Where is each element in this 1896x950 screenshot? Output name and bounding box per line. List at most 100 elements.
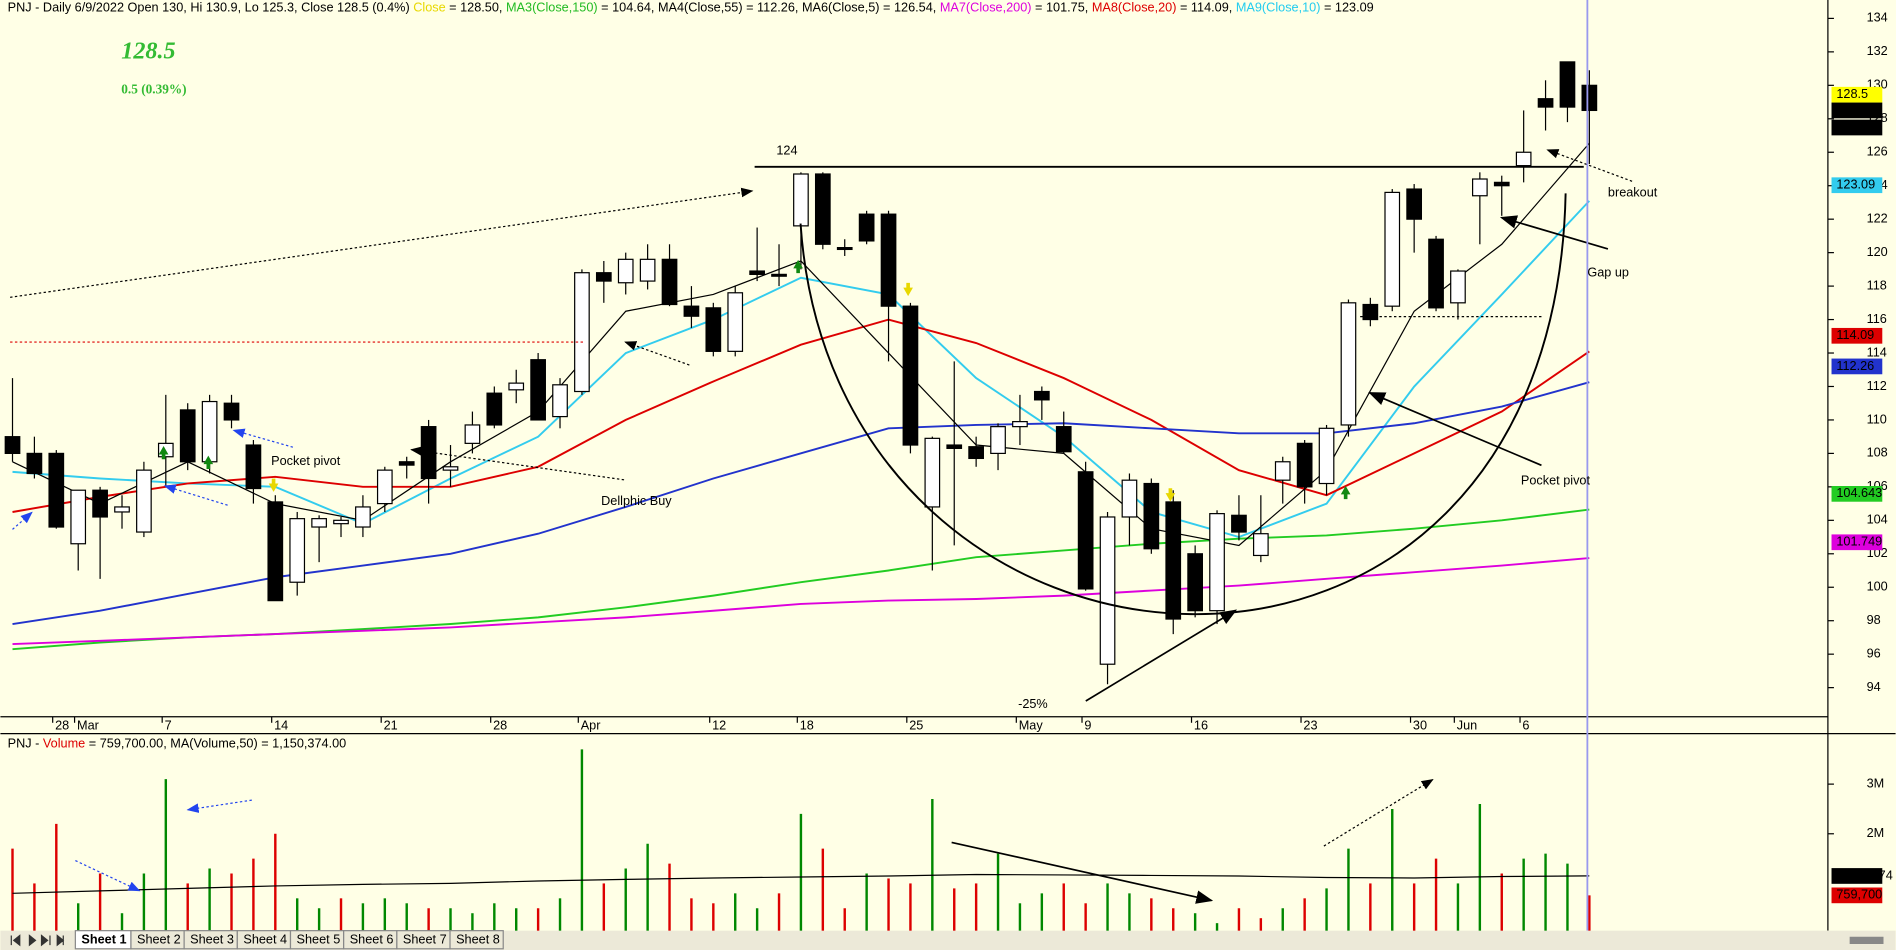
annotation: Dellphic Buy xyxy=(601,494,672,508)
volume-header: PNJ - Volume = 759,700.00, MA(Volume,50)… xyxy=(8,737,347,751)
price-tag-label: 114.09 xyxy=(1836,328,1874,342)
y-tick-label: 2M xyxy=(1867,826,1885,840)
candles xyxy=(4,61,1598,685)
candle-body xyxy=(1559,61,1576,108)
x-tick-label: 6 xyxy=(1522,719,1529,733)
candle-body xyxy=(639,258,656,282)
candle-body xyxy=(26,452,43,475)
signal xyxy=(903,282,913,297)
sheet-tab[interactable] xyxy=(449,930,504,950)
candle-body xyxy=(749,270,765,275)
sheet-tab-label[interactable]: Sheet 4 xyxy=(243,933,287,947)
price-tag xyxy=(1831,358,1883,375)
price-tag-label: 128.5 xyxy=(1836,103,1868,117)
header-segment: = 759,700.00, MA(Volume,50) = 1,150,374.… xyxy=(85,737,346,751)
x-tick-label: 30 xyxy=(1413,719,1427,733)
axes: 9496981001021041061081101121141161181201… xyxy=(52,11,1893,904)
arrow xyxy=(624,341,690,366)
y-tick-label: 134 xyxy=(1867,11,1888,25)
x-tick-label: 16 xyxy=(1194,719,1208,733)
annotation: -25% xyxy=(1018,697,1048,711)
candle-body xyxy=(683,305,700,317)
candle-body xyxy=(924,437,941,508)
drawings xyxy=(10,149,1633,904)
signal xyxy=(268,478,279,492)
x-tick-label: 23 xyxy=(1303,719,1317,733)
sheet-tab-label[interactable]: Sheet 7 xyxy=(403,933,447,947)
candle-body xyxy=(1515,151,1532,167)
price-tag xyxy=(1831,887,1883,904)
x-tick-label: 28 xyxy=(493,719,507,733)
x-tick-label: Mar xyxy=(77,719,100,733)
x-tick-label: 7 xyxy=(165,719,172,733)
y-tick-label: 104 xyxy=(1867,513,1888,527)
candle-body xyxy=(1581,84,1598,112)
sheet-tab-label[interactable]: Sheet 3 xyxy=(190,933,234,947)
candle-body xyxy=(1252,533,1269,557)
header-segment: = 123.09 xyxy=(1320,1,1373,15)
arrow xyxy=(1368,392,1542,467)
candle-body xyxy=(1340,302,1357,426)
annotation: Pocket pivot xyxy=(1521,473,1591,487)
arrow xyxy=(1546,149,1633,182)
header-segment: = 101.75, xyxy=(1032,1,1092,15)
candle-body xyxy=(1209,513,1225,612)
x-tick-label: 12 xyxy=(712,719,726,733)
y-tick-label: 110 xyxy=(1867,412,1887,426)
nav-buttons[interactable] xyxy=(10,934,65,947)
cup-curve xyxy=(799,193,1567,616)
candle-body xyxy=(1099,516,1116,665)
volume-bars xyxy=(11,749,1591,934)
candle-body xyxy=(1471,178,1488,197)
price-tag xyxy=(1831,177,1883,194)
price-tag xyxy=(1831,86,1883,103)
y-tick-label: 100 xyxy=(1867,580,1888,594)
sheet-tab-label[interactable]: Sheet 8 xyxy=(456,933,500,947)
arrow xyxy=(232,428,294,448)
y-tick-label: 114 xyxy=(1867,345,1887,359)
arrow xyxy=(1085,609,1238,702)
header-segment: MA8(Close,20) xyxy=(1092,1,1177,15)
volume-ma xyxy=(12,873,1590,894)
price-tag xyxy=(1831,534,1883,551)
sheet-tab-label[interactable]: Sheet 2 xyxy=(137,933,181,947)
price-tag-label: 101.749 xyxy=(1836,535,1882,549)
header-segment: = 114.09, xyxy=(1176,1,1235,15)
candle-body xyxy=(267,501,284,602)
candle-body xyxy=(902,305,919,446)
candle-body xyxy=(727,292,744,352)
header-segment: MA7(Close,200) xyxy=(940,1,1032,15)
sheet-tab-label[interactable]: Sheet 5 xyxy=(297,933,341,947)
price-tag xyxy=(1831,102,1883,119)
moving-average xyxy=(12,557,1590,646)
candle-body xyxy=(201,400,218,463)
annotation: Gap up xyxy=(1587,266,1629,280)
sheet-tab-label[interactable]: Sheet 6 xyxy=(350,933,394,947)
y-tick-label: 126 xyxy=(1867,145,1888,159)
trend-line xyxy=(10,187,754,298)
price-tag-label: 128.5 xyxy=(1836,87,1868,101)
candle-body xyxy=(1274,461,1291,481)
sheet-tabs: Sheet 1 Sheet 2 Sheet 3 Sheet 4 Sheet 5 Sheet… xyxy=(74,930,504,950)
arrow xyxy=(163,484,228,506)
candle-body xyxy=(1077,471,1094,590)
candle-body xyxy=(486,392,503,426)
arrow xyxy=(951,841,1214,904)
y-tick-label: 96 xyxy=(1867,647,1881,661)
candle-body xyxy=(442,466,459,471)
header-segment: Volume xyxy=(43,737,85,751)
y-tick-label: 108 xyxy=(1867,446,1888,460)
arrow xyxy=(186,799,252,813)
candle-body xyxy=(1143,482,1160,550)
y-tick-label: 132 xyxy=(1867,44,1888,58)
candle-body xyxy=(355,506,371,528)
x-tick-label: 18 xyxy=(800,719,814,733)
candle-body xyxy=(136,469,152,533)
last-price: 128.5 xyxy=(121,38,175,65)
arrow xyxy=(410,446,625,481)
header-segment: = 128.50, xyxy=(446,1,506,15)
arrow xyxy=(1323,778,1434,847)
sheet-tab-label[interactable]: Sheet 1 xyxy=(81,933,126,947)
x-tick-label: May xyxy=(1019,719,1044,733)
candle-body xyxy=(464,424,481,444)
